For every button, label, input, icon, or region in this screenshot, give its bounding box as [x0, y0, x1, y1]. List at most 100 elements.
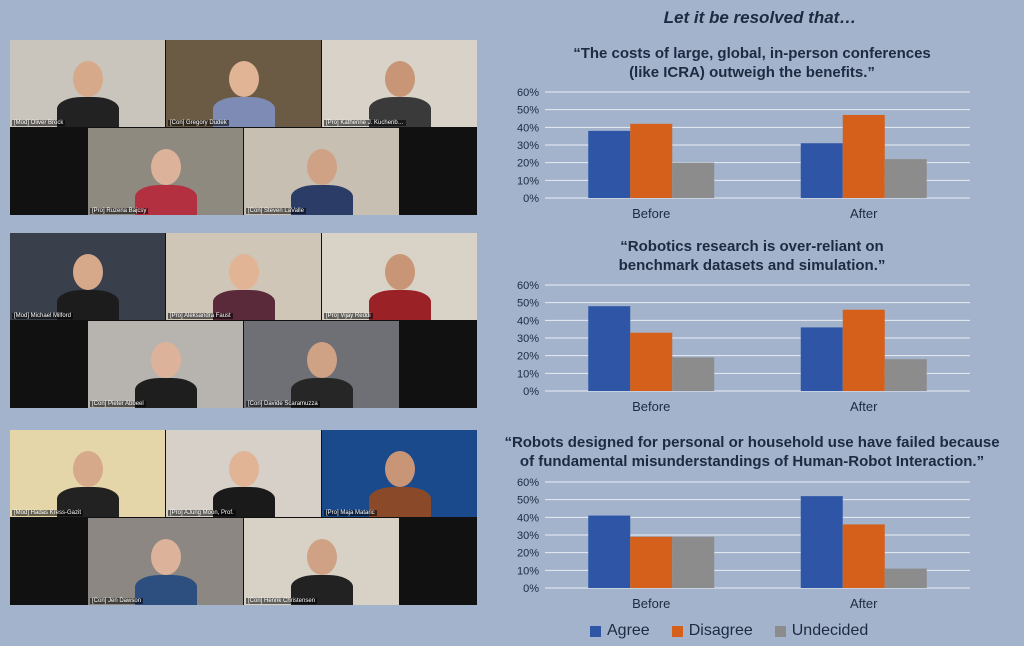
video-panel-1: [Mod] Oliver Brock [Con] Gregory Dudek [Pr… — [10, 40, 477, 215]
participant-body — [368, 290, 431, 320]
participant-name-label: [Pro] Katherine J. Kuchenb… — [324, 120, 406, 126]
participant-video-tile[interactable]: [Con] Henrik Christensen — [244, 518, 399, 605]
participant-face — [150, 149, 181, 185]
participant-video-tile[interactable]: [Pro] Vijay Reddi — [322, 233, 477, 320]
participant-video-tile[interactable]: [Con] Steven LaValle — [244, 128, 399, 215]
chart-3-title-line-2: of fundamental misunderstandings of Huma… — [519, 453, 985, 470]
participant-video-tile[interactable]: [Pro] AJung Moon, Prof. — [166, 430, 321, 517]
participant-body — [134, 575, 197, 605]
chart-2-bar-chart: 0% 10% 20% 30% 40% 50% 60% Before After — [517, 280, 970, 414]
participant-name-label: [Pro] Maja Mataric — [324, 510, 377, 516]
bar-disagree-after — [842, 114, 885, 198]
participant-name-label: [Con] Steven LaValle — [246, 208, 306, 214]
bar-agree-before — [588, 515, 631, 588]
participant-face — [150, 539, 181, 575]
video-panel-3: [Mod] Hadas Kress-Gazit [Pro] AJung Moon,… — [10, 430, 477, 605]
legend-swatch-disagree — [671, 625, 683, 637]
y-tick-label: 20% — [517, 158, 539, 170]
participant-name-label: [Pro] AJung Moon, Prof. — [168, 510, 236, 516]
bar-disagree-after — [842, 309, 885, 391]
legend-swatch-agree — [590, 625, 601, 637]
chart-3-title-line-1: “Robots designed for personal or househo… — [504, 434, 1000, 451]
participant-video-tile[interactable]: [Con] Davide Scaramuzza — [244, 321, 399, 408]
participant-face — [72, 451, 103, 487]
y-tick-label: 30% — [517, 333, 539, 345]
chart-legend: Agree Disagree Undecided — [590, 622, 868, 640]
participant-video-tile[interactable]: [Mod] Oliver Brock — [10, 40, 165, 127]
legend-label-undecided: Undecided — [791, 622, 869, 639]
bar-undecided-before — [672, 162, 715, 198]
y-tick-label: 0% — [523, 386, 539, 398]
bar-disagree-before — [630, 332, 673, 391]
participant-name-label: [Pro] Aleksandra Faust — [168, 313, 233, 319]
participant-name-label: [Con] Gregory Dudek — [168, 120, 229, 126]
y-tick-label: 40% — [517, 315, 539, 327]
participant-video-tile[interactable]: [Mod] Hadas Kress-Gazit — [10, 430, 165, 517]
bar-disagree-before — [630, 536, 673, 588]
participant-face — [384, 254, 415, 290]
x-category-label: After — [850, 596, 878, 611]
legend-item-agree: Agree — [590, 622, 650, 640]
y-tick-label: 60% — [517, 87, 539, 99]
participant-face — [384, 61, 415, 97]
chart-2-title: “Robotics research is over-reliant on be… — [480, 237, 1024, 275]
y-tick-label: 50% — [517, 298, 539, 310]
y-tick-label: 30% — [517, 530, 539, 542]
participant-video-tile[interactable]: [Mod] Michael Milford — [10, 233, 165, 320]
participant-name-label: [Pro] Vijay Reddi — [324, 313, 373, 319]
chart-1-title-line-1: “The costs of large, global, in-person c… — [573, 45, 931, 62]
participant-face — [306, 539, 337, 575]
bar-undecided-after — [884, 359, 927, 391]
y-tick-label: 40% — [517, 122, 539, 134]
participant-video-tile[interactable]: [Pro] Aleksandra Faust — [166, 233, 321, 320]
participant-name-label: [Mod] Oliver Brock — [12, 120, 66, 126]
legend-swatch-undecided — [774, 625, 786, 637]
x-category-label: After — [850, 206, 878, 221]
participant-face — [306, 149, 337, 185]
bar-undecided-after — [884, 159, 927, 198]
slide-heading: Let it be resolved that… — [663, 8, 857, 27]
participant-name-label: [Con] Henrik Christensen — [246, 598, 318, 604]
y-tick-label: 50% — [517, 495, 539, 507]
y-tick-label: 60% — [517, 477, 539, 489]
legend-item-undecided: Undecided — [774, 622, 869, 640]
participant-video-tile[interactable]: [Pro] Maja Mataric — [322, 430, 477, 517]
legend-label-agree: Agree — [607, 622, 650, 639]
participant-video-tile[interactable]: [Con] Jen Dawson — [88, 518, 243, 605]
bar-disagree-after — [842, 524, 885, 588]
chart-3-title: “Robots designed for personal or househo… — [480, 433, 1024, 471]
participant-face — [384, 451, 415, 487]
legend-item-disagree: Disagree — [671, 622, 753, 640]
participant-video-tile[interactable]: [Pro] Ruzena Bajcsy — [88, 128, 243, 215]
y-tick-label: 20% — [517, 351, 539, 363]
bar-undecided-before — [672, 357, 715, 391]
bar-agree-after — [800, 496, 843, 588]
y-tick-label: 10% — [517, 565, 539, 577]
bar-undecided-before — [672, 536, 715, 588]
chart-2-title-line-2: benchmark datasets and simulation.” — [618, 257, 886, 274]
bar-agree-before — [588, 130, 631, 198]
participant-body — [368, 487, 431, 517]
y-tick-label: 20% — [517, 548, 539, 560]
participant-name-label: [Mod] Hadas Kress-Gazit — [12, 510, 84, 516]
participant-face — [228, 61, 259, 97]
x-category-label: Before — [632, 596, 670, 611]
participant-body — [56, 97, 119, 127]
chart-2-title-line-1: “Robotics research is over-reliant on — [620, 238, 884, 255]
y-tick-label: 40% — [517, 512, 539, 524]
chart-1-title: “The costs of large, global, in-person c… — [480, 44, 1024, 82]
bar-undecided-after — [884, 568, 927, 588]
bar-agree-before — [588, 306, 631, 391]
y-tick-label: 0% — [523, 583, 539, 595]
participant-video-tile[interactable]: [Con] Pieter Abbeel — [88, 321, 243, 408]
y-tick-label: 50% — [517, 105, 539, 117]
participant-video-tile[interactable]: [Con] Gregory Dudek — [166, 40, 321, 127]
y-tick-label: 30% — [517, 140, 539, 152]
video-panel-2: [Mod] Michael Milford [Pro] Aleksandra Fa… — [10, 233, 477, 408]
participant-face — [228, 451, 259, 487]
participant-video-tile[interactable]: [Pro] Katherine J. Kuchenb… — [322, 40, 477, 127]
y-tick-label: 0% — [523, 193, 539, 205]
x-category-label: Before — [632, 206, 670, 221]
legend-label-disagree: Disagree — [688, 622, 753, 639]
chart-3-bar-chart: 0% 10% 20% 30% 40% 50% 60% Before After — [517, 477, 970, 611]
